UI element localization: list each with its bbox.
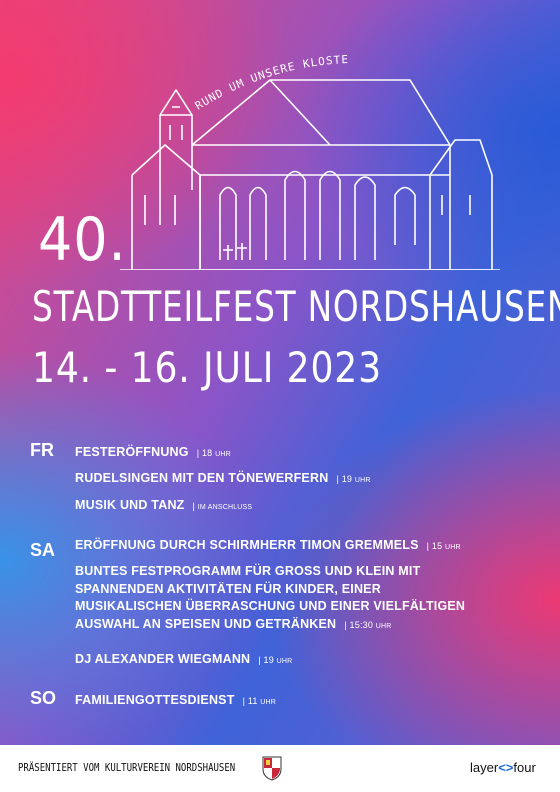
edition-number: 40. [38,205,127,275]
layerfour-logo: layer<>four [470,760,536,775]
event-item-multiline: BUNTES FESTPROGRAMM FÜR GROSS UND KLEIN … [75,564,466,631]
event-item: RUDELSINGEN MIT DEN TÖNEWERFERN | 19 UHR [75,471,371,485]
festival-dates: 14. - 16. JULI 2023 [32,343,382,392]
coat-of-arms-icon [262,756,282,781]
festival-title: STADTTEILFEST NORDSHAUSEN [32,282,560,331]
event-item: FAMILIENGOTTESDIENST | 11 UHR [75,693,277,707]
event-item: MUSIK UND TANZ | IM ANSCHLUSS [75,498,253,512]
footer-bar: PRÄSENTIERT VOM KULTURVEREIN NORDSHAUSEN… [0,745,560,792]
arc-title: RUND UM UNSERE KLOSTERKIRCHE [120,45,348,113]
event-item: ERÖFFNUNG DURCH SCHIRMHERR TIMON GREMMEL… [75,538,461,552]
church-illustration: RUND UM UNSERE KLOSTERKIRCHE [120,45,500,270]
day-label-so: SO [30,688,57,708]
event-item: DJ ALEXANDER WIEGMANN | 19 UHR [75,652,293,666]
event-item: FESTERÖFFNUNG | 18 UHR [75,445,231,459]
day-label-fr: FR [30,440,54,460]
svg-text:RUND UM UNSERE KLOSTERKIRCHE: RUND UM UNSERE KLOSTERKIRCHE [120,45,349,113]
presented-by-text: PRÄSENTIERT VOM KULTURVEREIN NORDSHAUSEN [18,761,236,774]
event-poster: RUND UM UNSERE KLOSTERKIRCHE 40. STADTTE… [0,0,560,745]
day-label-sa: SA [30,540,56,560]
brand-arrows-icon: <> [498,760,514,775]
